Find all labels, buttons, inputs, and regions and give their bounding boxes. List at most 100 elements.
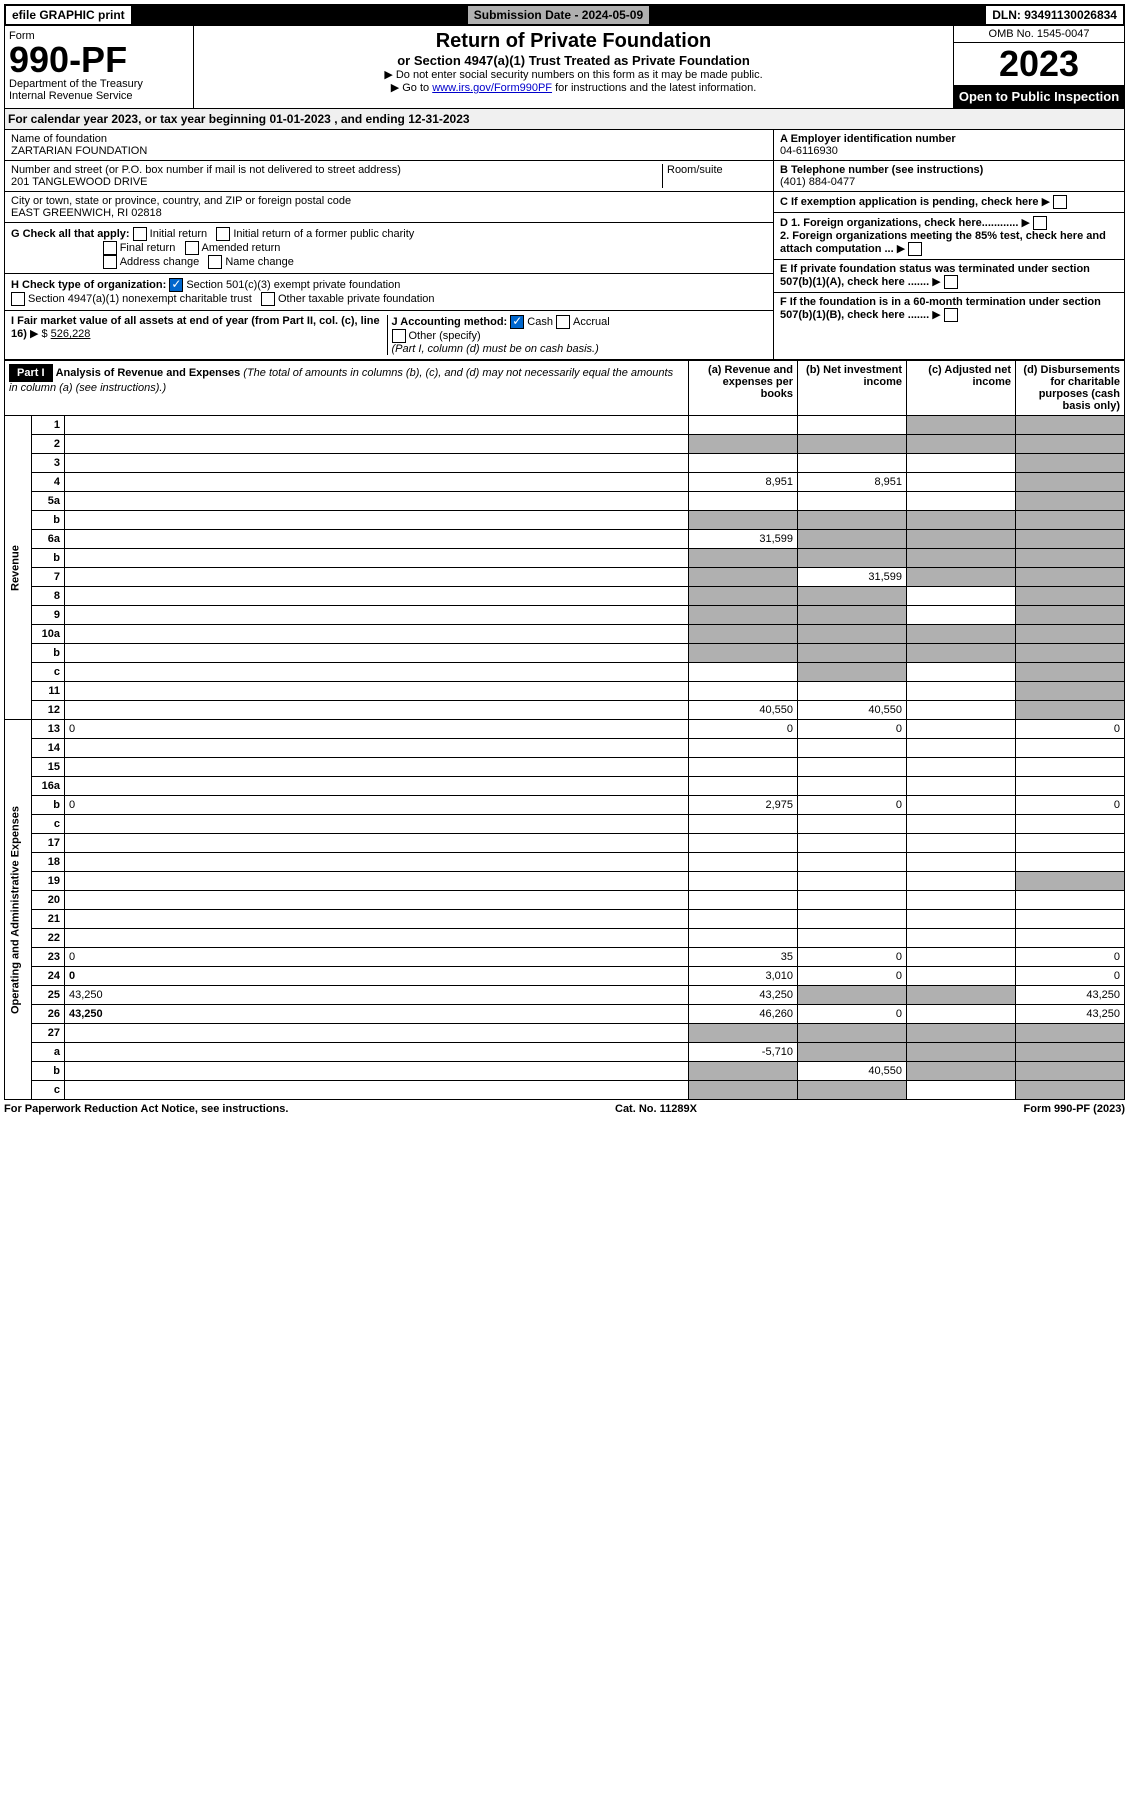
cell-c [907,758,1016,777]
cell-b: 0 [798,1005,907,1024]
cb-other-tax[interactable] [261,292,275,306]
cb-initial-former[interactable] [216,227,230,241]
cell-d [1016,872,1125,891]
cell-a [689,606,798,625]
table-row: 2643,25046,260043,250 [5,1005,1125,1024]
row-desc [65,435,689,454]
cell-c [907,587,1016,606]
table-row: 1240,55040,550 [5,701,1125,720]
cell-a [689,416,798,435]
cell-a [689,682,798,701]
row-number: c [32,1081,65,1100]
cell-c [907,720,1016,739]
cell-c [907,530,1016,549]
cell-a: 46,260 [689,1005,798,1024]
row-desc [65,834,689,853]
row-desc [65,416,689,435]
submission-date: Submission Date - 2024-05-09 [468,6,649,24]
cell-b [798,834,907,853]
form-number: 990-PF [9,42,189,78]
cell-a [689,644,798,663]
cell-a: 2,975 [689,796,798,815]
dln: DLN: 93491130026834 [986,6,1123,24]
cell-b [798,853,907,872]
cell-a: 43,250 [689,986,798,1005]
form-subtitle: or Section 4947(a)(1) Trust Treated as P… [198,53,949,68]
footer-left: For Paperwork Reduction Act Notice, see … [4,1103,288,1115]
table-row: a-5,710 [5,1043,1125,1062]
row-number: b [32,549,65,568]
cell-c [907,929,1016,948]
instr2-post: for instructions and the latest informat… [555,82,756,94]
cb-f[interactable] [944,308,958,322]
cell-b [798,682,907,701]
row-number: 26 [32,1005,65,1024]
cell-c [907,416,1016,435]
cb-amended[interactable] [185,241,199,255]
efile-button[interactable]: efile GRAPHIC print [6,6,131,24]
table-row: 22 [5,929,1125,948]
cell-d [1016,435,1125,454]
cell-b [798,1081,907,1100]
cb-other-method[interactable] [392,329,406,343]
cell-a: 3,010 [689,967,798,986]
cb-final[interactable] [103,241,117,255]
cb-c[interactable] [1053,195,1067,209]
row-number: 7 [32,568,65,587]
table-row: 7 31,599 [5,568,1125,587]
cell-b [798,777,907,796]
cell-b: 0 [798,948,907,967]
table-row: 3 [5,454,1125,473]
c-label: C If exemption application is pending, c… [780,196,1039,208]
cell-b [798,416,907,435]
cell-b [798,891,907,910]
table-row: 6a31,599 [5,530,1125,549]
cb-d2[interactable] [908,242,922,256]
cell-a [689,777,798,796]
irs: Internal Revenue Service [9,90,189,102]
row-desc [65,910,689,929]
cb-initial[interactable] [133,227,147,241]
cell-c [907,834,1016,853]
cell-c [907,1043,1016,1062]
footer-mid: Cat. No. 11289X [615,1103,697,1115]
cell-b [798,872,907,891]
b-val: (401) 884-0477 [780,176,855,188]
row-desc: 43,250 [65,986,689,1005]
row-number: 20 [32,891,65,910]
cb-d1[interactable] [1033,216,1047,230]
cb-e[interactable] [944,275,958,289]
row-desc [65,777,689,796]
table-row: Operating and Administrative Expenses130… [5,720,1125,739]
cell-b: 0 [798,967,907,986]
table-row: 2 [5,435,1125,454]
cb-cash[interactable] [510,315,524,329]
cell-a [689,454,798,473]
cb-address[interactable] [103,255,117,269]
row-desc: 0 [65,796,689,815]
a-val: 04-6116930 [780,145,838,157]
instr-link[interactable]: www.irs.gov/Form990PF [432,82,552,94]
cb-accrual[interactable] [556,315,570,329]
cell-a [689,853,798,872]
calendar-year-row: For calendar year 2023, or tax year begi… [4,109,1125,130]
cb-name[interactable] [208,255,222,269]
tax-year: 2023 [954,43,1124,85]
row-number: 27 [32,1024,65,1043]
cell-b: 31,599 [798,568,907,587]
row-desc [65,1043,689,1062]
col-a: (a) Revenue and expenses per books [689,361,798,416]
row-desc [65,739,689,758]
table-row: c [5,1081,1125,1100]
cb-501c3[interactable] [169,278,183,292]
cell-c [907,910,1016,929]
row-desc [65,606,689,625]
cell-d: 0 [1016,948,1125,967]
row-desc [65,454,689,473]
row-number: 21 [32,910,65,929]
footer-right: Form 990-PF (2023) [1024,1103,1125,1115]
cell-b [798,549,907,568]
cell-a [689,891,798,910]
cb-4947[interactable] [11,292,25,306]
cell-a [689,435,798,454]
